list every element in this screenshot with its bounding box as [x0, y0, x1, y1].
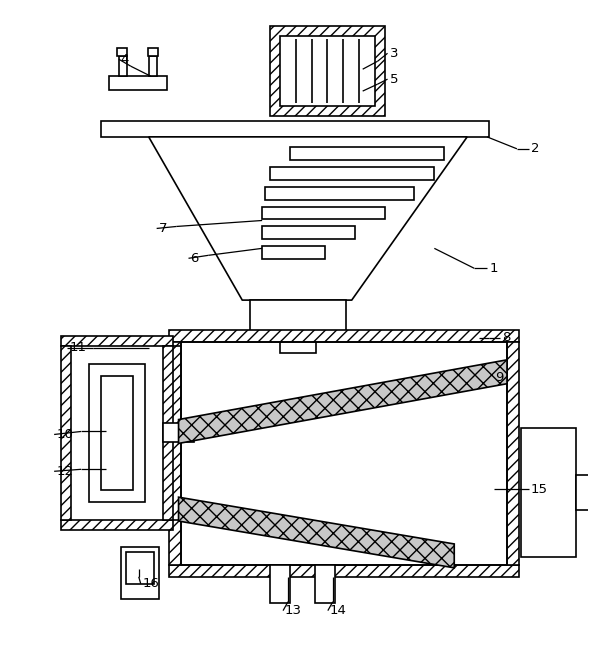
Bar — [61, 520, 173, 530]
Text: 13: 13 — [285, 604, 302, 617]
Bar — [109, 76, 167, 90]
Bar — [270, 167, 434, 180]
Bar — [262, 227, 355, 240]
Text: 11: 11 — [69, 341, 86, 355]
Bar — [148, 56, 157, 76]
Polygon shape — [178, 497, 454, 568]
Bar — [61, 336, 173, 346]
Bar — [121, 547, 158, 599]
Text: 6: 6 — [190, 252, 199, 265]
Bar — [101, 376, 133, 490]
Bar — [270, 26, 385, 116]
Bar — [521, 428, 575, 557]
Bar — [148, 48, 158, 56]
Bar — [507, 342, 519, 565]
Bar — [250, 300, 346, 335]
Bar — [262, 246, 325, 259]
Bar — [265, 187, 415, 200]
Bar — [168, 565, 519, 577]
Text: 14: 14 — [330, 604, 347, 617]
Bar — [163, 422, 194, 443]
Text: 16: 16 — [143, 578, 160, 590]
Bar — [270, 565, 290, 603]
Bar — [89, 364, 145, 502]
Text: 1: 1 — [489, 262, 498, 275]
Text: 9: 9 — [495, 371, 504, 384]
Bar — [117, 48, 127, 56]
Bar — [575, 475, 589, 510]
Text: 8: 8 — [502, 331, 511, 344]
Bar — [280, 36, 375, 106]
Bar — [290, 147, 444, 160]
Text: 10: 10 — [56, 428, 73, 441]
Text: 5: 5 — [389, 72, 398, 86]
Bar — [126, 552, 154, 584]
Text: 12: 12 — [56, 465, 73, 478]
Bar — [280, 335, 316, 353]
Bar — [61, 346, 71, 520]
Bar — [119, 56, 127, 76]
Bar — [315, 565, 335, 603]
Bar — [101, 121, 489, 137]
Polygon shape — [148, 137, 467, 300]
Text: 7: 7 — [158, 222, 167, 235]
Polygon shape — [178, 360, 507, 443]
Text: 2: 2 — [531, 142, 540, 155]
Text: 15: 15 — [531, 483, 548, 495]
Bar — [168, 342, 181, 565]
Text: 3: 3 — [389, 47, 398, 60]
Bar — [163, 346, 173, 520]
Bar — [262, 207, 385, 220]
Bar — [168, 330, 519, 342]
Text: 4: 4 — [121, 53, 129, 66]
